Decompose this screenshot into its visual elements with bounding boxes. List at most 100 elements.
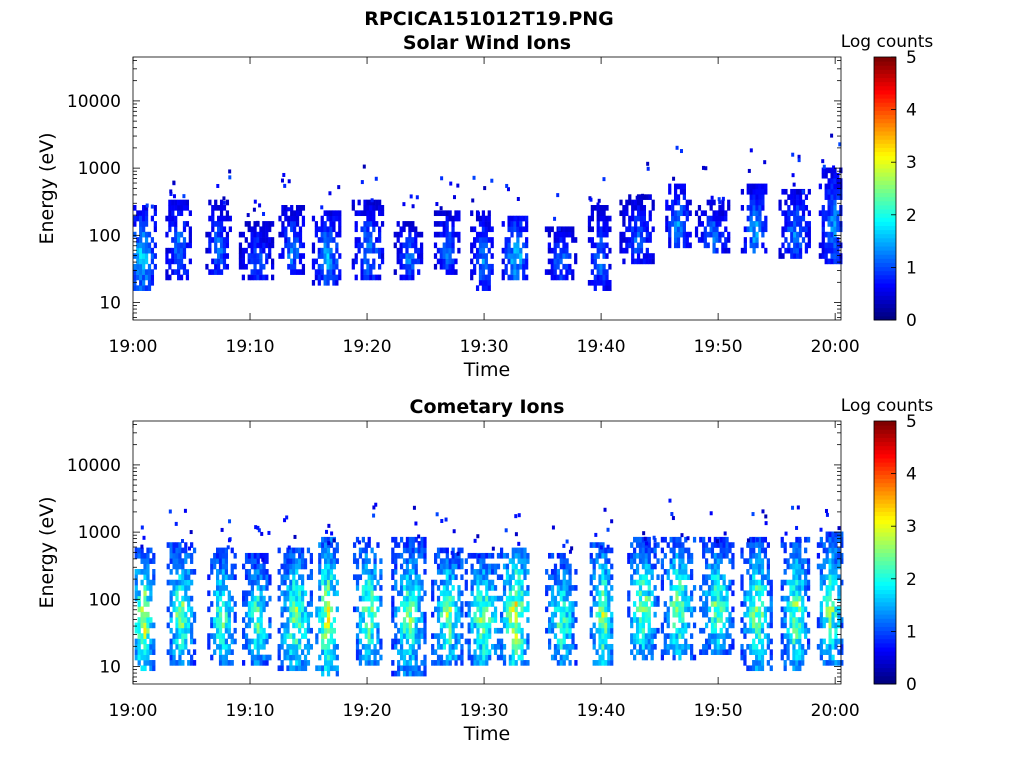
- spectrogram-cell: [244, 569, 249, 575]
- spectrogram-cell: [265, 558, 269, 564]
- spectrogram-cell: [587, 221, 592, 227]
- spectrogram-cell: [364, 585, 368, 591]
- spectrogram-cell: [405, 590, 410, 597]
- spectrogram-cell: [724, 242, 728, 249]
- colorbar-swatch: [874, 122, 896, 128]
- spectrogram-cell: [326, 215, 330, 222]
- spectrogram-cell: [262, 569, 266, 575]
- colorbar-swatch: [874, 139, 896, 144]
- spectrogram-cell: [190, 558, 194, 564]
- spectrogram-cell: [511, 660, 515, 666]
- spectrogram-cell: [262, 660, 266, 666]
- spectrogram-cell: [634, 237, 638, 243]
- spectrogram-cell: [692, 654, 697, 661]
- spectrogram-cell: [725, 590, 729, 597]
- spectrogram-cell: [833, 183, 837, 190]
- spectrogram-cell: [650, 574, 654, 581]
- spectrogram-cell: [321, 670, 325, 677]
- spectrogram-cell: [743, 654, 747, 661]
- spectrogram-cell: [491, 601, 495, 607]
- spectrogram-cell: [238, 242, 243, 249]
- spectrogram-cell: [638, 542, 643, 548]
- spectrogram-cell: [822, 638, 826, 645]
- spectrogram-cell: [526, 633, 530, 639]
- spectrogram-cell: [262, 221, 266, 227]
- spectrogram-cell: [550, 574, 555, 581]
- spectrogram-cell: [760, 649, 765, 655]
- spectrogram-cell: [761, 194, 765, 200]
- spectrogram-cell: [488, 649, 492, 655]
- spectrogram-cell: [704, 601, 709, 607]
- spectrogram-cell: [177, 210, 181, 217]
- spectrogram-cell: [752, 579, 756, 586]
- spectrogram-cell: [827, 183, 831, 190]
- spectrogram-cell: [256, 633, 260, 639]
- spectrogram-cell: [174, 247, 178, 254]
- spectrogram-cell: [571, 617, 575, 623]
- spectrogram-cell: [795, 654, 799, 661]
- spectrogram-cell: [467, 606, 471, 613]
- spectrogram-cell: [150, 215, 155, 222]
- spectrogram-cell: [712, 237, 716, 243]
- colorbar-swatch: [874, 634, 896, 640]
- colorbar-tick-label: 4: [906, 465, 917, 485]
- spectrogram-cell: [414, 595, 418, 602]
- spectrogram-cell: [598, 660, 602, 666]
- spectrogram-cell: [454, 617, 458, 623]
- spectrogram-cell: [181, 558, 185, 564]
- spectrogram-cell: [218, 595, 223, 602]
- spectrogram-cell: [370, 601, 374, 607]
- spectrogram-cell: [402, 542, 407, 548]
- spectrogram-cell: [414, 638, 418, 645]
- colorbar-swatch: [874, 217, 896, 222]
- spectrogram-cell: [684, 585, 688, 591]
- spectrogram-cell: [787, 221, 791, 227]
- spectrogram-cell: [144, 237, 149, 243]
- spectrogram-cell: [493, 611, 498, 618]
- spectrogram-cell: [743, 247, 747, 254]
- spectrogram-cell: [482, 627, 486, 634]
- spectrogram-cell: [315, 665, 319, 672]
- spectrogram-cell: [699, 585, 703, 591]
- spectrogram-cell: [634, 199, 638, 206]
- spectrogram-cell: [790, 194, 794, 200]
- spectrogram-cell: [568, 263, 572, 270]
- spectrogram-cell: [445, 552, 449, 559]
- spectrogram-cell: [574, 258, 578, 265]
- spectrogram-cell: [783, 660, 787, 666]
- spectrogram-cell: [153, 205, 157, 211]
- spectrogram-cell: [553, 643, 558, 650]
- colorbar-swatch: [874, 98, 896, 103]
- spectrogram-cell: [140, 649, 144, 655]
- spectrogram-cell: [293, 269, 297, 275]
- spectrogram-cell: [721, 210, 725, 217]
- spectrogram-cell: [666, 643, 670, 650]
- spectrogram-cell: [792, 606, 796, 613]
- spectrogram-cell: [638, 574, 643, 581]
- spectrogram-cell: [599, 247, 603, 254]
- spectrogram-cell: [713, 579, 717, 586]
- spectrogram-cell: [574, 617, 578, 623]
- spectrogram-cell: [610, 519, 614, 524]
- spectrogram-cell: [789, 563, 793, 570]
- spectrogram-cell: [326, 601, 331, 607]
- spectrogram-cell: [559, 622, 563, 629]
- spectrogram-cell: [367, 649, 371, 655]
- spectrogram-cell: [143, 638, 147, 645]
- spectrogram-cell: [710, 601, 715, 607]
- spectrogram-cell: [746, 215, 750, 222]
- spectrogram-cell: [367, 611, 371, 618]
- spectrogram-cell: [211, 258, 215, 265]
- spectrogram-cell: [491, 579, 495, 586]
- spectrogram-cell: [485, 606, 489, 613]
- spectrogram-cell: [150, 258, 155, 265]
- spectrogram-cell: [825, 660, 829, 666]
- spectrogram-cell: [646, 166, 650, 171]
- spectrogram-cell: [704, 574, 709, 581]
- spectrogram-cell: [295, 210, 300, 217]
- spectrogram-cell: [608, 263, 612, 270]
- spectrogram-cell: [364, 590, 368, 597]
- spectrogram-cell: [414, 585, 418, 591]
- spectrogram-cell: [306, 622, 311, 629]
- spectrogram-cell: [417, 601, 421, 607]
